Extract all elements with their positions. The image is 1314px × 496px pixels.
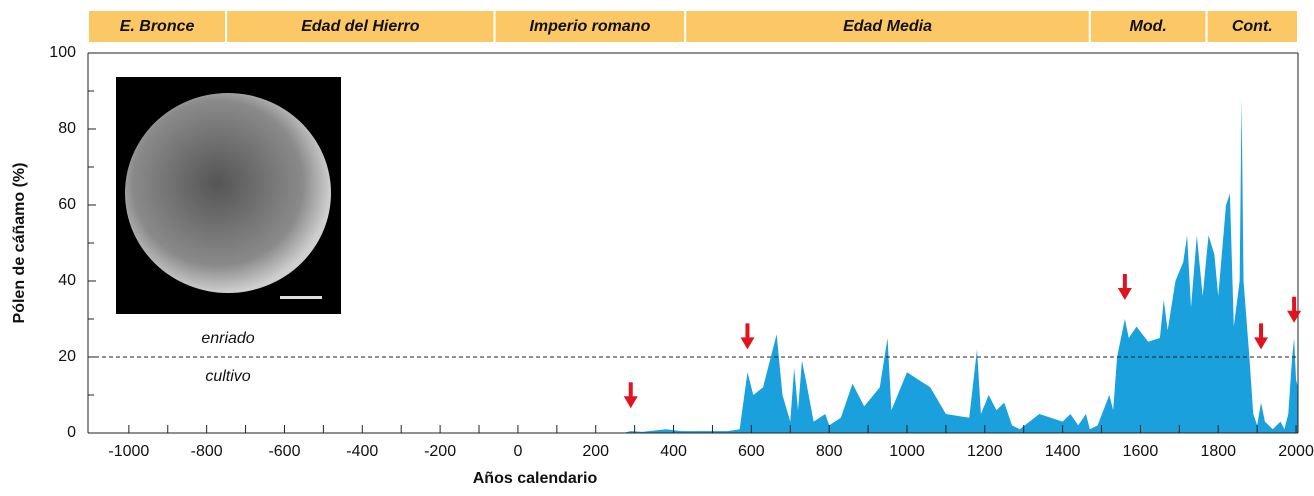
x-tick-label: 200 — [582, 443, 609, 460]
period-label: Mod. — [1130, 18, 1167, 35]
period-label: Edad del Hierro — [301, 18, 419, 35]
x-tick-label: -400 — [346, 443, 378, 460]
x-tick-label: 1600 — [1123, 443, 1159, 460]
chart: Años calendario Pólen de cáñamo (%) E. B… — [0, 0, 1314, 496]
arrow — [1287, 297, 1301, 323]
x-tick-label: -200 — [424, 443, 456, 460]
period-label: Imperio romano — [529, 18, 650, 35]
x-tick-label: -600 — [268, 443, 300, 460]
arrow — [1254, 323, 1268, 349]
x-axis-label: Años calendario — [473, 470, 598, 487]
x-tick-label: 400 — [660, 443, 687, 460]
x-tick-label: 0 — [513, 443, 522, 460]
x-tick-label: 1400 — [1045, 443, 1081, 460]
inset-photo — [116, 77, 341, 314]
y-axis-label: Pólen de cáñamo (%) — [11, 163, 28, 324]
y-tick-label: 60 — [58, 196, 76, 213]
x-tick-label: 2000 — [1278, 443, 1314, 460]
y-tick-label: 100 — [49, 44, 76, 61]
x-tick-label: -1000 — [108, 443, 149, 460]
y-tick-label: 40 — [58, 272, 76, 289]
x-tick-label: -800 — [191, 443, 223, 460]
x-tick-label: 600 — [738, 443, 765, 460]
y-tick-label: 20 — [58, 348, 76, 365]
y-tick-label: 0 — [67, 424, 76, 441]
x-tick-label: 1000 — [889, 443, 925, 460]
period-label: Cont. — [1232, 18, 1273, 35]
x-tick-label: 1200 — [967, 443, 1003, 460]
x-tick-label: 800 — [816, 443, 843, 460]
arrow — [624, 382, 638, 408]
y-tick-label: 80 — [58, 120, 76, 137]
period-label: E. Bronce — [120, 18, 195, 35]
period-label: Edad Media — [843, 18, 932, 35]
arrow — [1118, 274, 1132, 300]
x-tick-label: 1800 — [1200, 443, 1236, 460]
threshold-label: enriado — [201, 330, 254, 347]
threshold-label: cultivo — [205, 368, 250, 385]
arrow — [740, 323, 754, 349]
